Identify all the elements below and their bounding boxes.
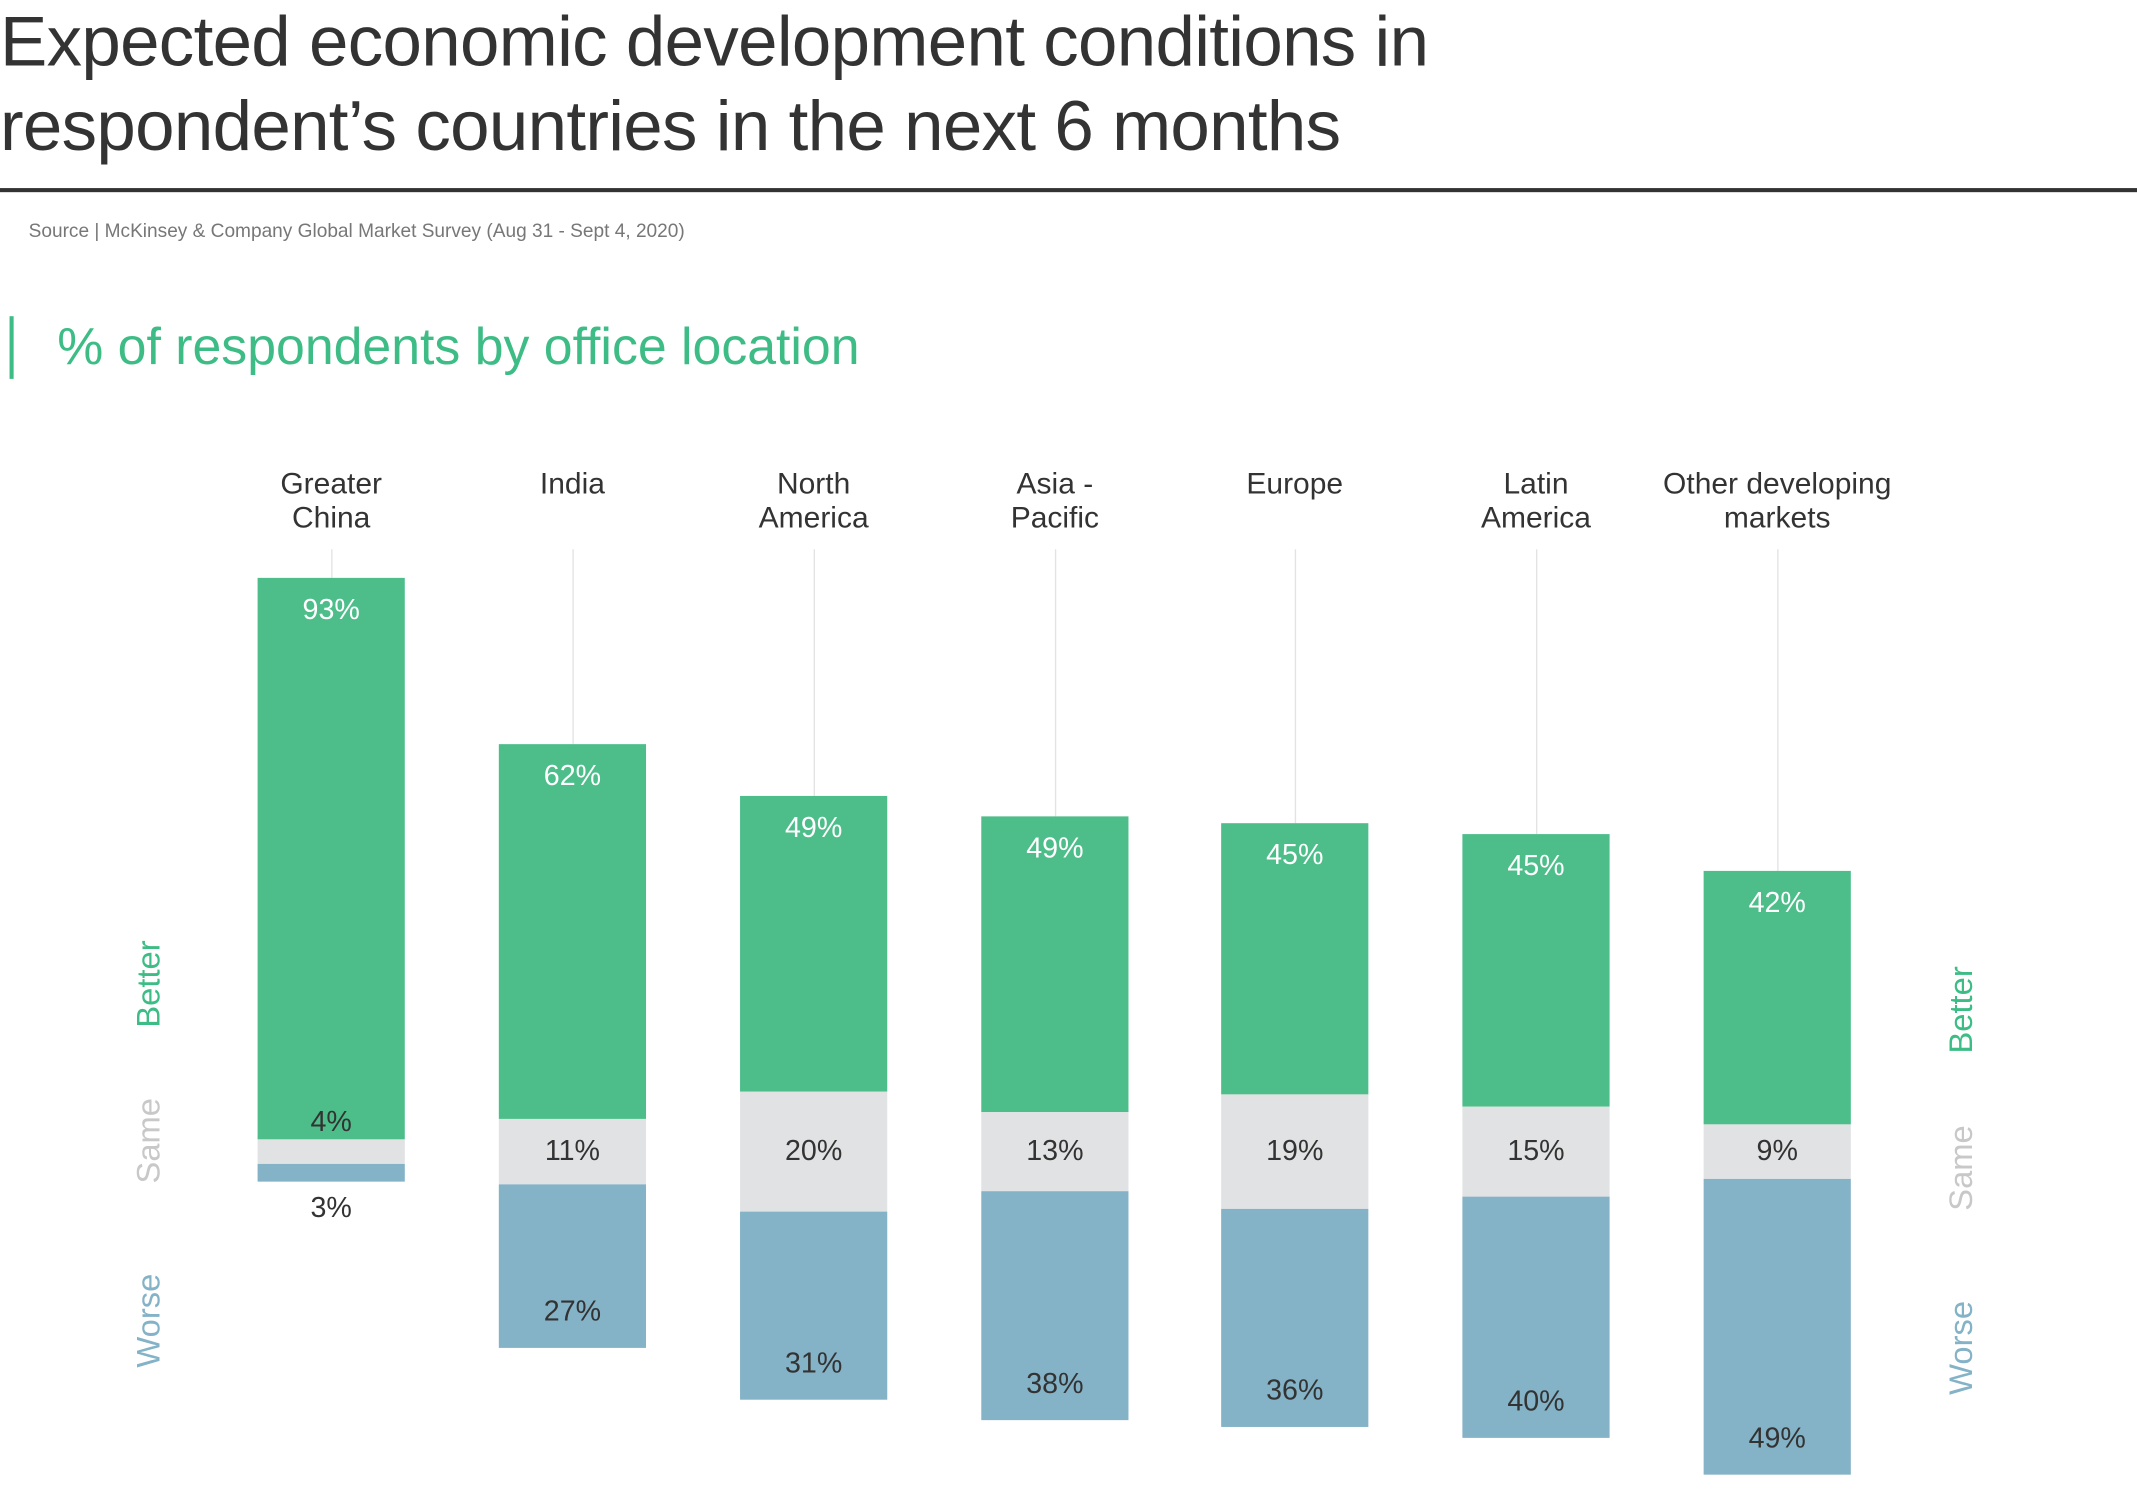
label-worse: 40% — [1507, 1386, 1565, 1418]
label-worse: 38% — [1026, 1368, 1084, 1400]
label-worse: 3% — [310, 1192, 352, 1225]
gridline — [1777, 549, 1779, 871]
label-better: 45% — [1266, 838, 1324, 871]
bar-same — [740, 1091, 888, 1213]
category-label: Asia - Pacific — [905, 466, 1205, 534]
gridline — [813, 549, 816, 796]
bar-better — [1703, 870, 1851, 1125]
category-label: North America — [664, 466, 964, 534]
title-line-2: respondent’s countries in the next 6 mon… — [0, 87, 1341, 167]
bar-same — [1221, 1094, 1369, 1209]
bar-better — [498, 744, 647, 1119]
category-label-line: Pacific — [1010, 500, 1100, 535]
category-label: Latin America — [1386, 466, 1686, 534]
gridline — [1294, 549, 1297, 823]
label-same: 19% — [1266, 1135, 1324, 1167]
label-worse: 49% — [1748, 1422, 1806, 1455]
label-same: 4% — [310, 1106, 352, 1139]
category-label-line: Europe — [1246, 466, 1344, 501]
bar-better — [1462, 834, 1610, 1107]
bar-same — [1462, 1106, 1610, 1197]
legend-same-left: Same — [130, 1098, 168, 1184]
label-worse: 27% — [543, 1296, 602, 1328]
label-same: 11% — [544, 1135, 600, 1167]
gridline — [331, 549, 333, 579]
label-worse: 36% — [1266, 1374, 1324, 1406]
subtitle-accent-bar — [9, 316, 14, 379]
bar-same — [257, 1139, 405, 1164]
bar-worse — [740, 1212, 888, 1400]
legend-better-right: Better — [1943, 966, 1981, 1054]
bar-worse — [498, 1184, 647, 1348]
category-label-line: Greater — [280, 466, 383, 501]
label-same: 13% — [1026, 1135, 1084, 1167]
gridline — [1054, 549, 1057, 817]
category-label: Europe — [1145, 466, 1445, 500]
category-label: Other developing markets — [1627, 466, 1927, 534]
legend-worse-right: Worse — [1943, 1300, 1981, 1395]
category-label-line: markets — [1723, 500, 1831, 535]
label-better: 49% — [1026, 832, 1084, 865]
category-label: India — [422, 466, 722, 500]
bar-worse — [1703, 1178, 1851, 1475]
bar-same — [498, 1118, 647, 1185]
bar-worse — [257, 1163, 405, 1182]
bar-worse — [1462, 1196, 1610, 1439]
bar-worse — [981, 1190, 1129, 1421]
bar-better — [257, 578, 405, 1140]
label-better: 93% — [302, 594, 360, 626]
page-title: Expected economic development conditions… — [0, 0, 1429, 169]
label-better: 49% — [785, 811, 843, 844]
bar-better — [740, 795, 888, 1092]
gridline — [572, 549, 574, 745]
bar-better — [981, 816, 1129, 1113]
legend-better-left: Better — [130, 940, 168, 1028]
chart-title: % of respondents by office location — [57, 318, 860, 377]
category-label-line: Other developing — [1663, 466, 1892, 501]
bar-better — [1221, 822, 1369, 1095]
legend-worse-left: Worse — [130, 1273, 168, 1368]
legend-same-right: Same — [1943, 1125, 1981, 1211]
label-better: 42% — [1748, 887, 1806, 919]
source-note: Source | McKinsey & Company Global Marke… — [28, 219, 685, 242]
category-label: Greater China — [181, 466, 481, 534]
label-better: 62% — [543, 760, 602, 792]
category-label-line: America — [1481, 500, 1591, 535]
label-same: 9% — [1756, 1135, 1798, 1167]
category-label-line: China — [292, 500, 371, 535]
category-label-line: India — [539, 466, 605, 501]
category-label-line: America — [758, 500, 869, 535]
label-worse: 31% — [785, 1347, 843, 1379]
category-label-line: Asia - — [1016, 466, 1094, 501]
label-same: 20% — [785, 1135, 843, 1167]
title-rule — [0, 188, 2137, 193]
bar-same — [1703, 1124, 1851, 1179]
label-same: 15% — [1507, 1135, 1565, 1167]
category-label-line: North — [776, 466, 851, 501]
label-better: 45% — [1507, 851, 1565, 883]
bar-same — [981, 1112, 1129, 1191]
category-label-line: Latin — [1503, 466, 1569, 501]
bar-worse — [1221, 1208, 1369, 1427]
gridline — [1535, 549, 1538, 835]
title-line-1: Expected economic development conditions… — [0, 2, 1429, 82]
